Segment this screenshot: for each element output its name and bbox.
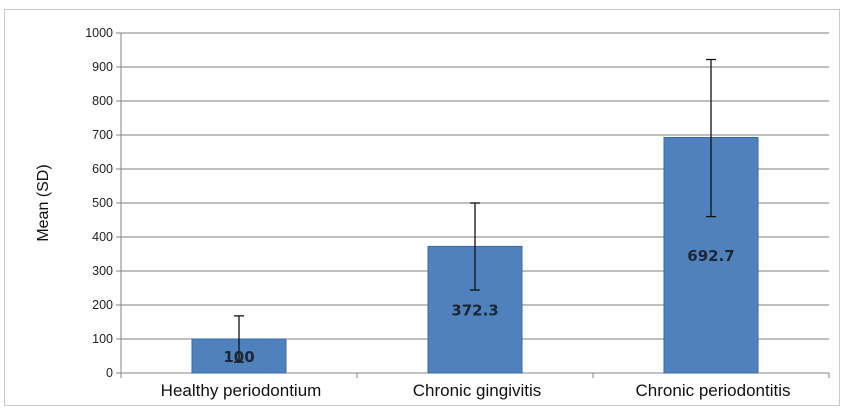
y-tick-label: 1000	[85, 26, 113, 40]
x-category-label: Chronic gingivitis	[413, 381, 542, 400]
data-label: 100	[223, 348, 254, 366]
y-tick-label: 100	[92, 332, 113, 346]
data-label: 372.3	[451, 302, 498, 320]
y-tick-label: 300	[92, 264, 113, 278]
y-tick-label: 800	[92, 94, 113, 108]
y-tick-label: 500	[92, 196, 113, 210]
y-tick-label: 200	[92, 298, 113, 312]
y-tick-label: 600	[92, 162, 113, 176]
x-category-label: Chronic periodontitis	[636, 381, 791, 400]
y-tick-label: 0	[106, 366, 113, 380]
y-tick-label: 700	[92, 128, 113, 142]
x-category-label: Healthy periodontium	[161, 381, 322, 400]
y-tick-label: 900	[92, 60, 113, 74]
y-axis-label: Mean (SD)	[35, 164, 52, 241]
y-tick-label: 400	[92, 230, 113, 244]
data-label: 692.7	[687, 247, 734, 265]
